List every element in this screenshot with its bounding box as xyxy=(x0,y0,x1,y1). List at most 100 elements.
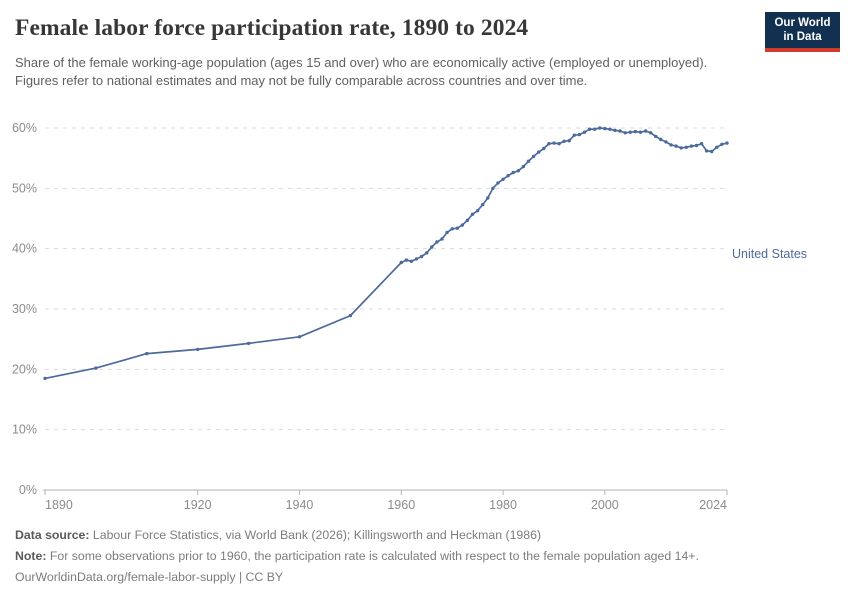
data-point-marker xyxy=(521,164,526,169)
data-point-marker xyxy=(399,260,403,265)
data-point-marker xyxy=(699,142,704,146)
y-tick-label: 60% xyxy=(12,121,37,135)
data-point-marker xyxy=(623,131,627,135)
data-point-marker xyxy=(704,149,709,153)
data-point-marker xyxy=(537,150,541,154)
data-point-marker xyxy=(450,227,454,231)
data-point-marker xyxy=(516,169,520,173)
data-point-marker xyxy=(440,237,444,241)
logo-text-line1: Our World xyxy=(774,17,831,29)
data-point-marker xyxy=(577,132,582,137)
data-point-marker xyxy=(511,170,515,175)
data-point-marker xyxy=(496,181,500,185)
data-point-marker xyxy=(598,126,602,130)
page-title: Female labor force participation rate, 1… xyxy=(15,15,529,41)
data-point-marker xyxy=(419,254,424,259)
x-tick-label: 2024 xyxy=(699,498,727,512)
x-tick-label: 2000 xyxy=(591,498,619,512)
data-point-marker xyxy=(638,130,643,134)
data-point-marker xyxy=(710,149,714,154)
data-source-label: Data source: xyxy=(15,528,90,542)
logo-text-line2: in Data xyxy=(783,30,822,43)
data-point-marker xyxy=(557,142,561,146)
data-point-marker xyxy=(348,313,353,318)
data-point-marker xyxy=(506,174,510,178)
data-point-marker xyxy=(145,351,149,356)
data-point-marker xyxy=(531,154,536,159)
data-point-marker xyxy=(720,142,724,146)
data-point-marker xyxy=(628,130,632,134)
x-tick-label: 1980 xyxy=(489,498,517,512)
data-point-marker xyxy=(526,159,531,163)
footer-link-line: OurWorldinData.org/female-labor-supply |… xyxy=(15,570,835,584)
note-text: For some observations prior to 1960, the… xyxy=(46,549,699,563)
data-point-marker xyxy=(664,140,668,144)
data-point-marker xyxy=(196,347,200,352)
x-tick-label: 1890 xyxy=(45,498,73,512)
series-line xyxy=(44,127,728,380)
note-line: Note: For some observations prior to 196… xyxy=(15,549,835,563)
entity-label: United States xyxy=(732,247,808,261)
data-point-marker xyxy=(587,127,592,131)
x-tick-label: 1940 xyxy=(286,498,314,512)
chart-subtitle: Share of the female working-age populati… xyxy=(15,55,708,88)
x-tick-label: 1920 xyxy=(184,498,212,512)
data-point-marker xyxy=(725,141,729,145)
data-point-marker xyxy=(633,129,638,134)
data-point-marker xyxy=(455,226,459,230)
data-point-marker xyxy=(501,177,505,181)
chart-footer: Data source: Labour Force Statistics, vi… xyxy=(15,528,835,591)
data-point-marker xyxy=(43,376,47,381)
data-point-marker xyxy=(552,141,556,145)
data-point-marker xyxy=(684,145,688,149)
chart-svg: 0% 10% 20% 30% 40% 50% 60% 1890 1920 1940 1960 1980… xyxy=(12,121,729,512)
y-tick-label: 40% xyxy=(12,242,37,256)
data-point-marker xyxy=(715,145,719,149)
owid-logo[interactable]: Our World in Data xyxy=(765,12,840,52)
data-point-marker xyxy=(654,134,658,139)
data-point-marker xyxy=(460,223,464,227)
data-point-marker xyxy=(674,144,678,148)
y-tick-label: 0% xyxy=(19,483,37,497)
data-point-marker xyxy=(486,196,490,200)
data-point-marker xyxy=(603,126,607,131)
y-tick-label: 20% xyxy=(12,362,37,376)
data-point-marker xyxy=(608,127,612,131)
data-point-marker xyxy=(547,142,551,146)
data-point-marker xyxy=(643,129,648,133)
data-point-marker xyxy=(475,209,480,213)
x-tick-label: 1960 xyxy=(387,498,415,512)
data-point-marker xyxy=(94,366,98,370)
note-label: Note: xyxy=(15,549,47,563)
data-point-marker xyxy=(425,251,429,255)
data-point-marker xyxy=(572,133,576,137)
y-tick-label: 50% xyxy=(12,181,37,195)
y-tick-label: 10% xyxy=(12,423,37,437)
data-point-marker xyxy=(613,128,617,133)
data-point-marker xyxy=(465,218,470,222)
data-point-marker xyxy=(582,130,587,134)
footer-link[interactable]: OurWorldinData.org/female-labor-supply |… xyxy=(15,570,284,584)
data-point-marker xyxy=(694,143,699,148)
data-point-marker xyxy=(491,186,495,190)
data-point-marker xyxy=(542,146,546,151)
data-point-marker xyxy=(659,137,663,142)
data-point-marker xyxy=(679,146,683,150)
data-point-marker xyxy=(618,129,622,133)
data-point-marker xyxy=(246,341,251,346)
data-point-marker xyxy=(435,240,439,244)
data-point-marker xyxy=(404,258,409,262)
data-point-marker xyxy=(297,335,302,339)
data-source-text: Labour Force Statistics, via World Bank … xyxy=(89,528,542,542)
y-tick-label: 30% xyxy=(12,302,37,316)
data-point-marker xyxy=(649,131,653,135)
data-point-marker xyxy=(481,202,485,207)
data-source-line: Data source: Labour Force Statistics, vi… xyxy=(15,528,835,542)
data-point-marker xyxy=(567,139,571,143)
data-point-marker xyxy=(430,245,434,249)
data-point-marker xyxy=(562,139,566,143)
data-point-marker xyxy=(414,257,419,261)
chart-area: 0% 10% 20% 30% 40% 50% 60% 1890 1920 1940 1960 1980… xyxy=(0,110,850,520)
data-point-marker xyxy=(409,259,414,263)
